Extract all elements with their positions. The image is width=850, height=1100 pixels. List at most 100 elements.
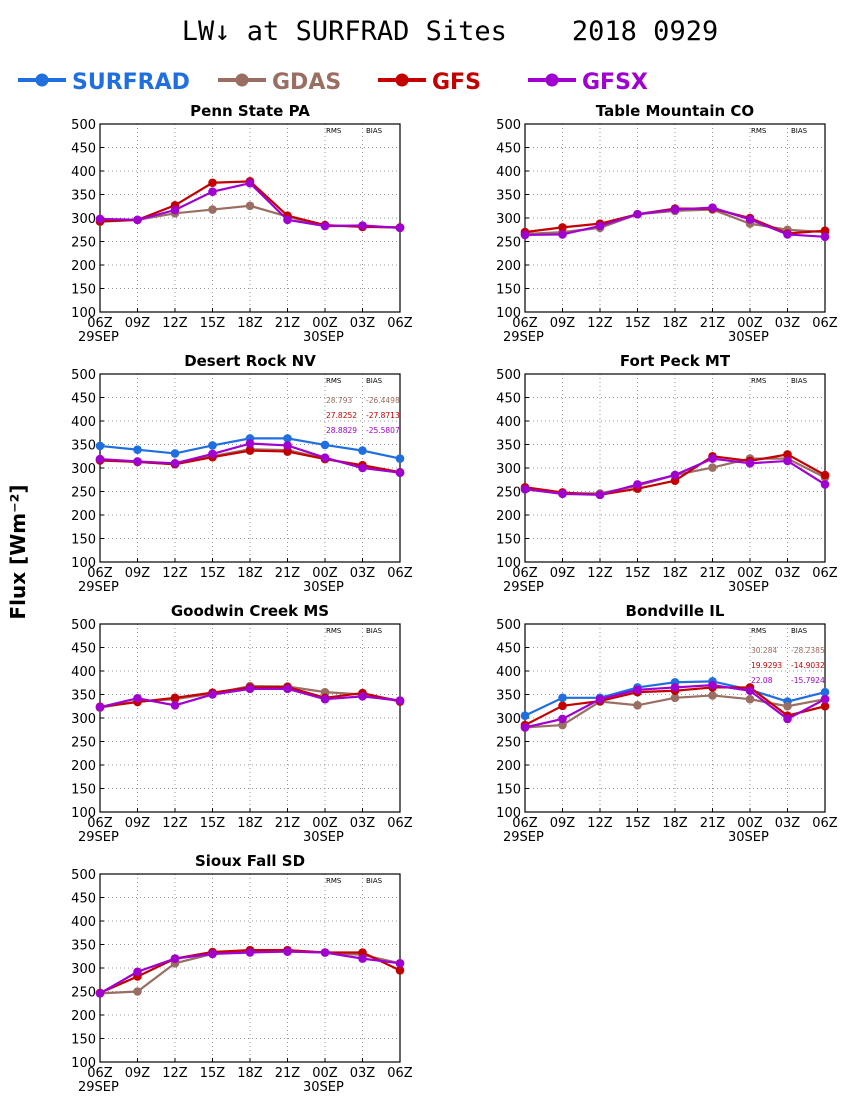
data-point-gfsx (820, 694, 830, 704)
y-tick-label: 400 (496, 415, 521, 430)
x-tick-label: 12Z (587, 816, 613, 831)
x-tick-label: 15Z (625, 566, 651, 581)
y-tick-label: 200 (71, 509, 96, 524)
y-tick-label: 350 (71, 439, 96, 454)
data-point-gfsx (95, 214, 105, 224)
series-surfrad (95, 434, 405, 463)
stats-rms-gfs: 27.8252 (326, 411, 357, 420)
x-tick-label: 18Z (662, 566, 688, 581)
x-tick-label: 03Z (350, 316, 376, 331)
data-point-gfsx (670, 205, 680, 214)
data-point-gfsx (170, 954, 180, 963)
y-tick-label: 450 (496, 642, 521, 657)
data-point-gfsx (320, 221, 330, 231)
data-point-gfsx (170, 205, 180, 215)
x-tick-label: 03Z (775, 816, 801, 831)
legend-label-gdas: GDAS (272, 70, 341, 95)
y-tick-label: 500 (496, 118, 521, 133)
x-tick-label: 09Z (550, 316, 576, 331)
y-tick-label: 100 (496, 556, 521, 571)
y-tick-label: 100 (71, 556, 96, 571)
stats-header-rms: RMS (751, 627, 767, 635)
y-tick-label: 200 (496, 509, 521, 524)
x-tick-label: 06Z (812, 816, 838, 831)
panel-goodwin-creek-ms: Goodwin Creek MS 100 150 200 250 300 350 400 450… (71, 602, 413, 845)
y-tick-label: 450 (496, 142, 521, 157)
y-tick-label: 350 (496, 689, 521, 704)
data-point-gfsx (670, 683, 680, 692)
data-point-gfsx (595, 694, 605, 704)
y-tick-label: 400 (71, 915, 96, 930)
x-tick-label: 15Z (200, 1066, 226, 1081)
x-tick-label: 06Z (387, 816, 413, 831)
data-point-gfsx (558, 489, 567, 499)
data-point-surfrad (133, 445, 142, 454)
legend-label-gfs: GFS (432, 70, 481, 95)
data-point-gfsx (820, 480, 830, 489)
figure-title: LW↓ at SURFRAD Sites 2018 0929 (182, 16, 718, 47)
date-label: 29SEP (78, 330, 119, 345)
data-point-gdas (708, 463, 717, 472)
stats-header-bias: BIAS (791, 377, 808, 385)
x-tick-label: 15Z (625, 316, 651, 331)
data-point-gdas (133, 987, 142, 996)
data-point-gdas (208, 205, 217, 214)
x-tick-label: 09Z (125, 316, 151, 331)
x-tick-label: 06Z (87, 1066, 113, 1081)
data-point-gfsx (395, 223, 405, 233)
y-tick-label: 400 (496, 665, 521, 680)
data-point-gfsx (358, 954, 367, 963)
series-gfsx (95, 439, 405, 478)
data-point-gfsx (558, 714, 567, 724)
x-tick-label: 21Z (700, 816, 726, 831)
x-tick-label: 15Z (625, 816, 651, 831)
stats-header-rms: RMS (751, 377, 767, 385)
legend-label-surfrad: SURFRAD (72, 70, 190, 95)
x-tick-label: 18Z (237, 316, 263, 331)
stats-header-rms: RMS (326, 877, 342, 885)
panel-title: Sioux Fall SD (195, 852, 305, 870)
data-point-gfsx (745, 459, 755, 468)
x-tick-label: 12Z (162, 816, 188, 831)
y-tick-label: 350 (71, 689, 96, 704)
x-tick-label: 06Z (387, 566, 413, 581)
data-point-gfsx (633, 209, 642, 219)
date-label: 29SEP (78, 580, 119, 595)
y-tick-label: 350 (71, 939, 96, 954)
y-tick-label: 450 (71, 892, 96, 907)
data-point-surfrad (320, 440, 330, 450)
data-point-gfsx (245, 178, 255, 188)
x-tick-label: 03Z (350, 816, 376, 831)
y-tick-label: 150 (496, 283, 521, 298)
date-label: 30SEP (728, 830, 769, 845)
data-point-gfsx (208, 690, 217, 699)
y-axis-label: Flux [Wm⁻²] (6, 484, 30, 619)
data-point-gfs (245, 446, 255, 455)
x-tick-label: 12Z (162, 316, 188, 331)
data-point-gfsx (745, 215, 755, 224)
y-tick-label: 300 (496, 212, 521, 227)
data-point-gfs (358, 948, 367, 957)
data-point-gfs (820, 226, 830, 235)
date-label: 30SEP (303, 830, 344, 845)
y-tick-label: 250 (71, 736, 96, 751)
stats-bias-gfsx: -25.5807 (366, 426, 400, 435)
x-tick-label: 03Z (775, 566, 801, 581)
data-point-gfs (208, 178, 217, 188)
data-point-gdas (633, 701, 642, 710)
panel-title: Goodwin Creek MS (171, 602, 329, 620)
data-point-gfs (820, 701, 830, 711)
y-tick-label: 250 (71, 486, 96, 501)
y-tick-label: 300 (496, 712, 521, 727)
x-tick-label: 18Z (662, 316, 688, 331)
stats-header-bias: BIAS (366, 127, 383, 135)
x-tick-label: 06Z (87, 566, 113, 581)
data-point-gfsx (95, 989, 105, 998)
legend-marker-gfs (395, 73, 409, 87)
x-tick-label: 18Z (237, 566, 263, 581)
x-tick-label: 00Z (312, 1066, 338, 1081)
data-point-gfsx (170, 459, 180, 468)
x-tick-label: 21Z (275, 1066, 301, 1081)
panel-title: Bondville IL (626, 602, 725, 620)
data-point-gfs (395, 966, 405, 975)
